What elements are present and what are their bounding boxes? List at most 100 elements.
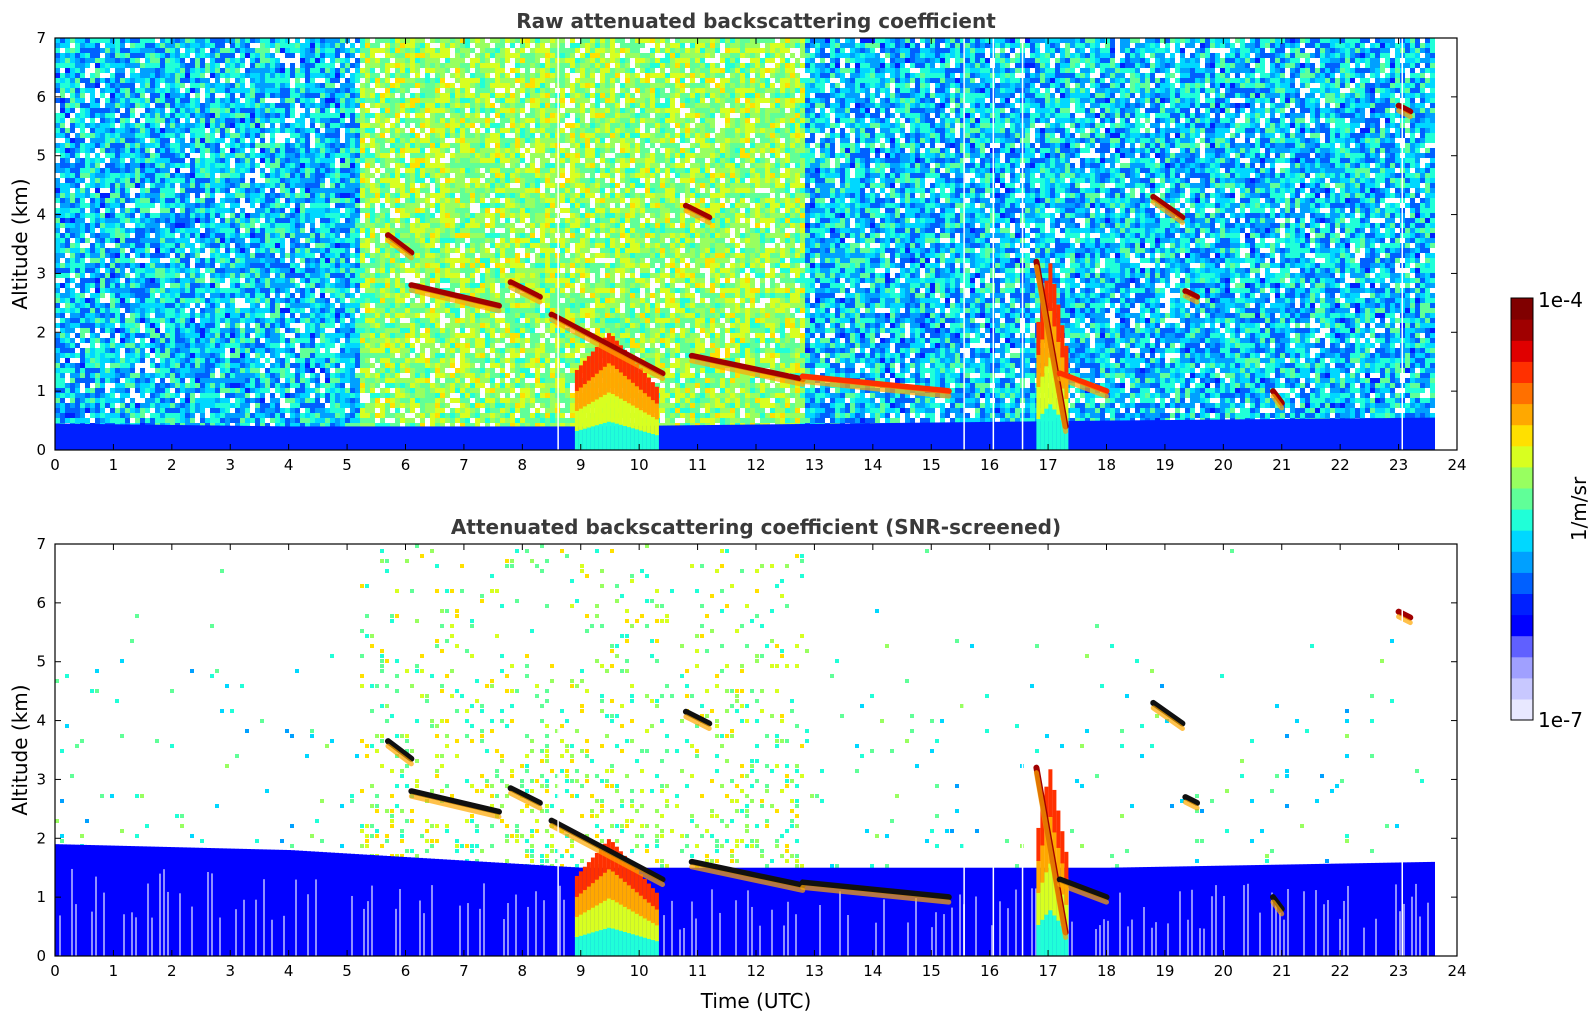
noise-cell [1095,133,1100,138]
noise-cell [1130,73,1135,78]
noise-cell [935,58,940,63]
noise-cell [695,73,700,78]
noise-cell [1385,88,1390,93]
noise-cell [280,78,285,83]
noise-cell [1215,123,1220,128]
noise-cell [1315,73,1320,78]
noise-cell [875,53,880,58]
noise-cell [995,128,1000,133]
noise-cell [435,53,440,58]
noise-cell [635,103,640,108]
noise-cell [665,78,670,83]
noise-cell [635,58,640,63]
noise-cell [885,128,890,133]
noise-cell [1095,128,1100,133]
noise-cell [170,128,175,133]
noise-cell [665,138,670,143]
noise-cell [465,88,470,93]
noise-cell [375,58,380,63]
noise-cell [1405,78,1410,83]
noise-cell [570,43,575,48]
noise-cell [285,138,290,143]
noise-cell [750,123,755,128]
noise-cell [1215,38,1220,43]
noise-cell [905,113,910,118]
noise-cell [90,123,95,128]
noise-cell [145,48,150,53]
noise-cell [475,83,480,88]
noise-cell [635,128,640,133]
noise-cell [1145,88,1150,93]
noise-cell [200,113,205,118]
noise-cell [835,123,840,128]
noise-cell [1050,138,1055,143]
noise-cell [840,88,845,93]
noise-cell [410,83,415,88]
noise-cell [1060,98,1065,103]
noise-cell [1350,103,1355,108]
noise-cell [360,98,365,103]
noise-cell [480,108,485,113]
noise-cell [1005,63,1010,68]
noise-cell [590,43,595,48]
noise-cell [210,133,215,138]
noise-cell [1205,113,1210,118]
noise-cell [180,103,185,108]
noise-cell [1230,78,1235,83]
noise-cell [430,48,435,53]
noise-cell [800,83,805,88]
noise-cell [340,108,345,113]
noise-cell [840,53,845,58]
noise-cell [485,108,490,113]
noise-cell [270,68,275,73]
noise-cell [970,103,975,108]
noise-cell [865,58,870,63]
noise-cell [1125,98,1130,103]
noise-cell [770,133,775,138]
noise-cell [1030,48,1035,53]
noise-cell [1325,83,1330,88]
noise-cell [990,68,995,73]
noise-cell [1230,123,1235,128]
noise-cell [1350,53,1355,58]
noise-cell [535,93,540,98]
noise-cell [690,58,695,63]
noise-cell [770,113,775,118]
noise-cell [1410,103,1415,108]
noise-cell [1220,68,1225,73]
noise-cell [1290,43,1295,48]
noise-cell [1070,118,1075,123]
noise-cell [285,43,290,48]
noise-cell [850,48,855,53]
noise-cell [1180,103,1185,108]
noise-cell [1080,118,1085,123]
noise-cell [625,63,630,68]
noise-cell [380,83,385,88]
noise-cell [1415,48,1420,53]
noise-cell [190,48,195,53]
noise-cell [980,78,985,83]
noise-cell [125,93,130,98]
noise-cell [1355,88,1360,93]
noise-cell [1050,83,1055,88]
noise-cell [1310,113,1315,118]
noise-cell [675,63,680,68]
noise-cell [1225,113,1230,118]
noise-cell [1185,118,1190,123]
noise-cell [500,63,505,68]
noise-cell [1075,88,1080,93]
noise-cell [105,113,110,118]
noise-cell [140,68,145,73]
noise-cell [735,133,740,138]
noise-cell [940,58,945,63]
noise-cell [1035,88,1040,93]
noise-cell [330,123,335,128]
noise-cell [215,128,220,133]
noise-cell [540,93,545,98]
noise-cell [305,98,310,103]
noise-cell [1250,103,1255,108]
noise-cell [645,78,650,83]
noise-cell [755,53,760,58]
noise-cell [680,98,685,103]
noise-cell [840,78,845,83]
